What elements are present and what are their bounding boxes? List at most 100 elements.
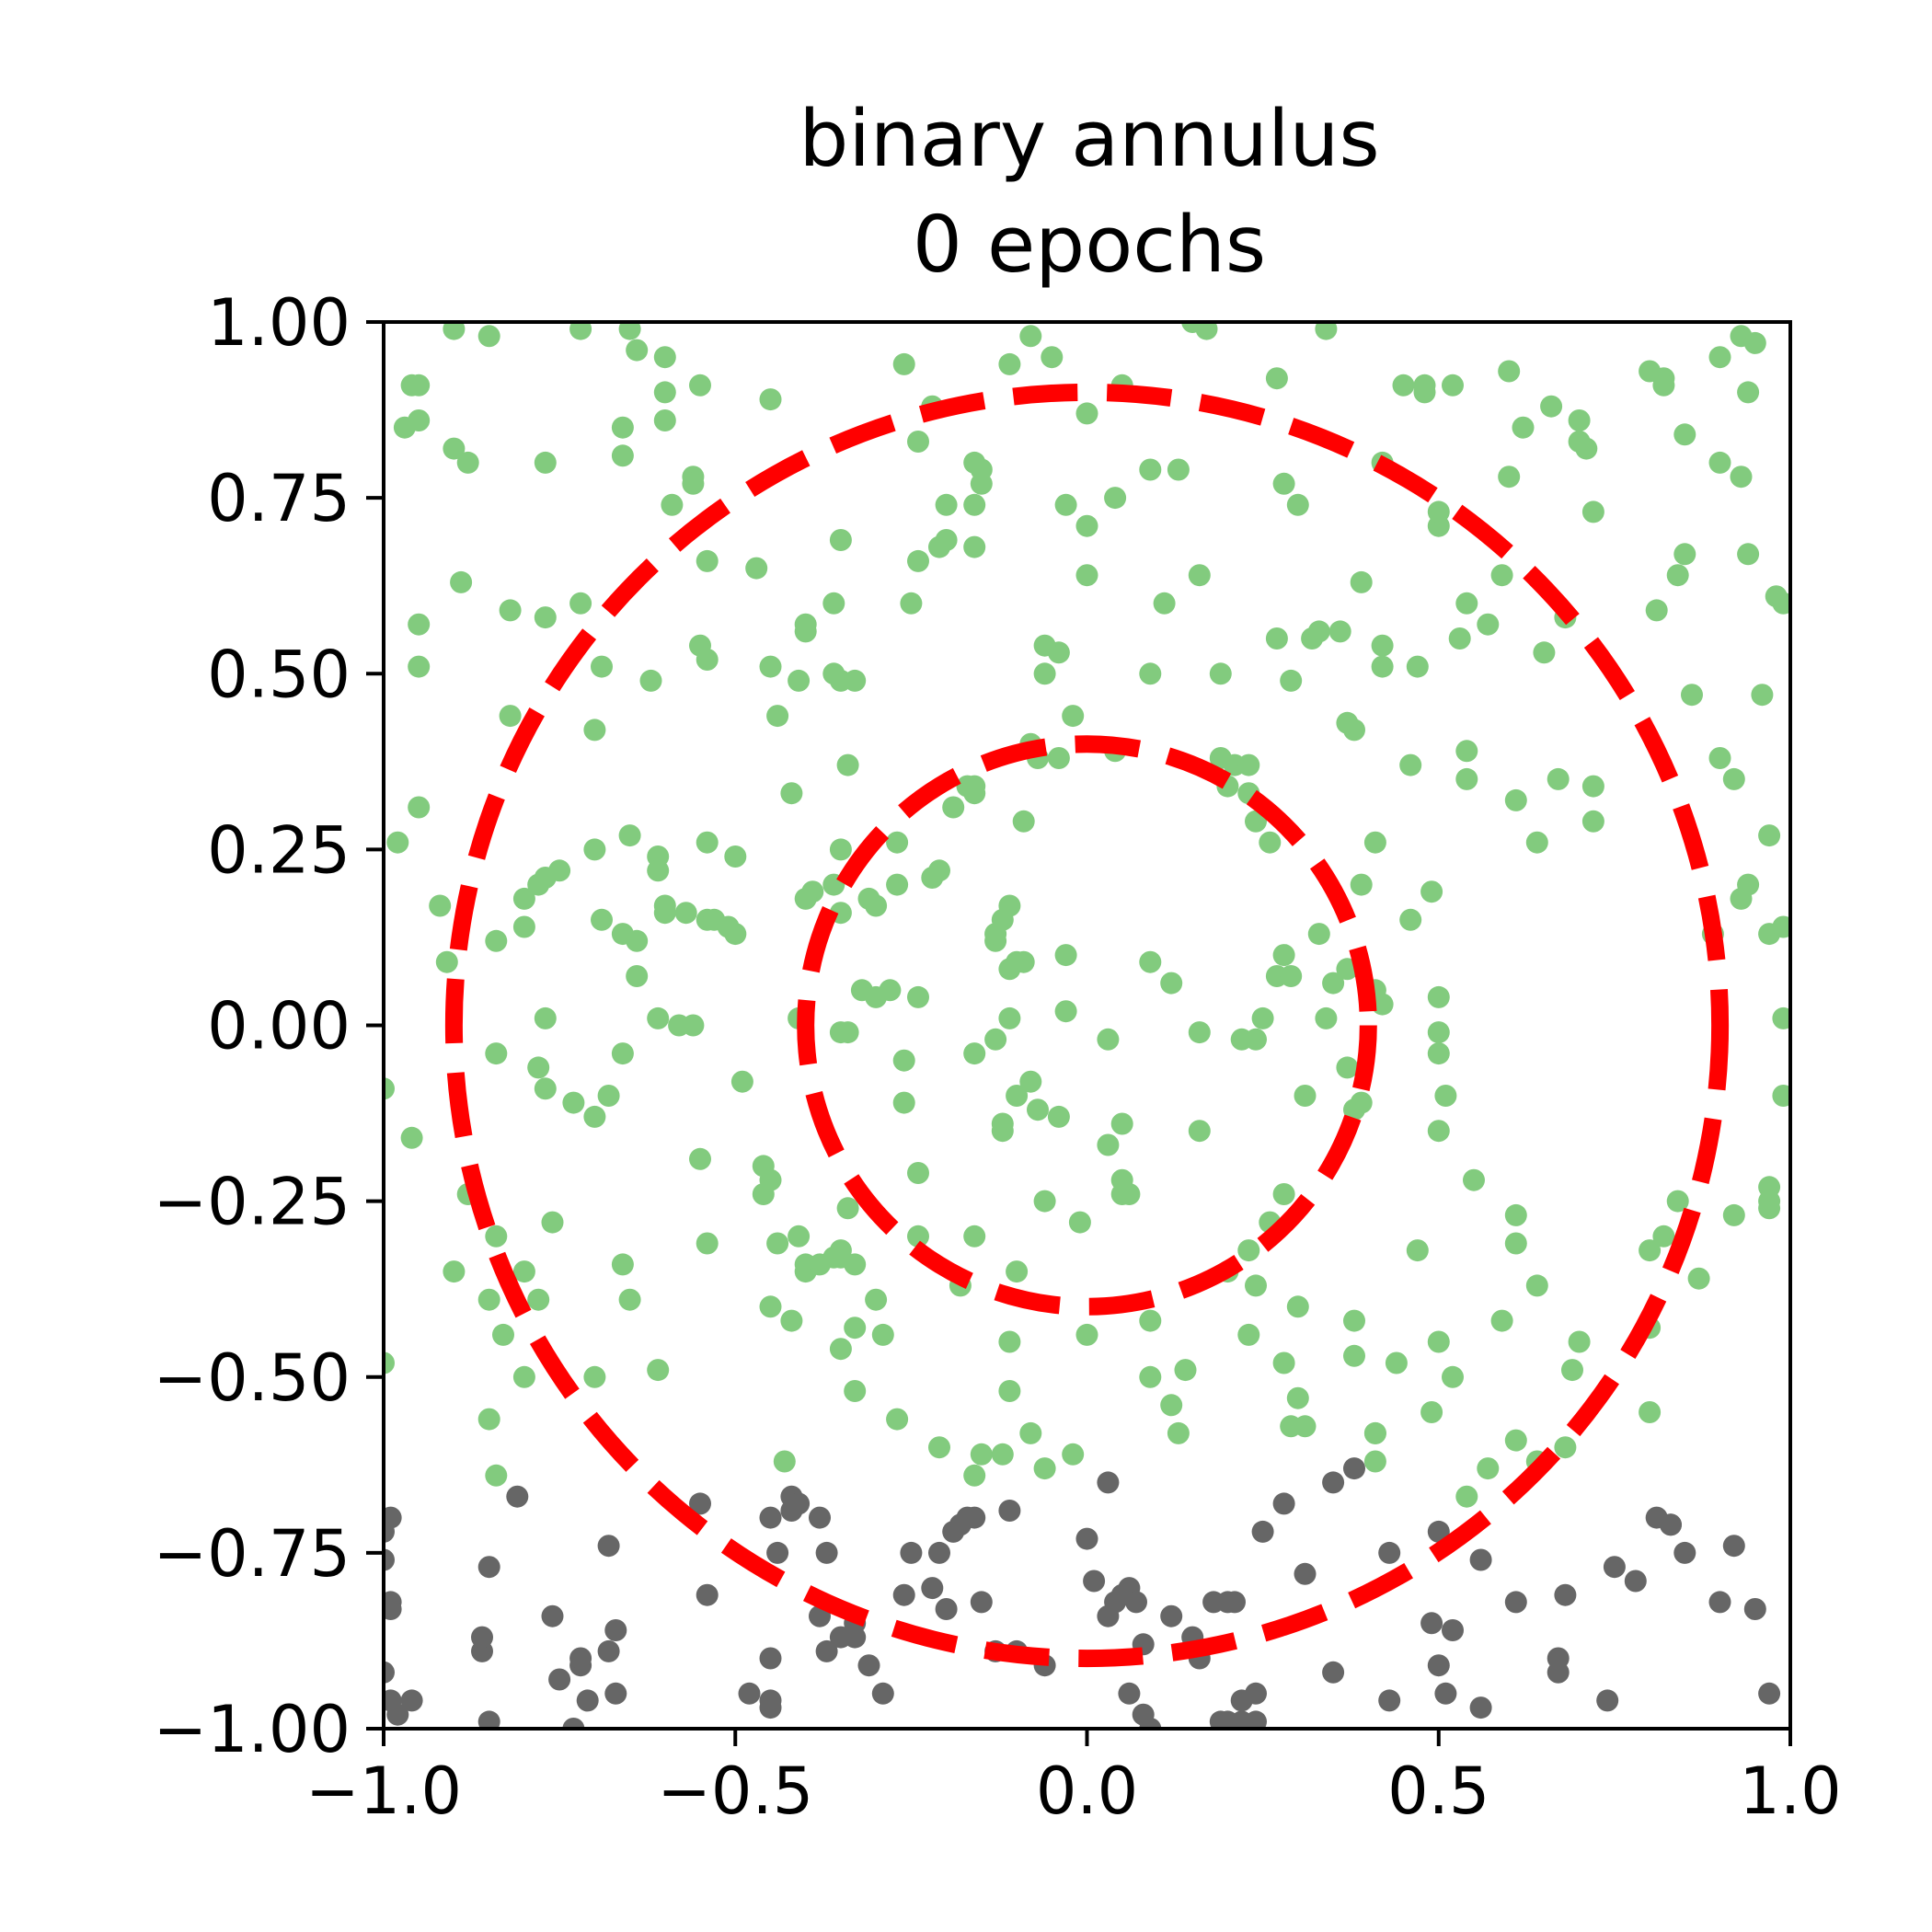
green-point [647, 1006, 670, 1029]
green-point [1265, 627, 1288, 650]
green-point [1512, 416, 1535, 439]
y-tick-label: −1.00 [153, 1692, 351, 1767]
green-point [1427, 1120, 1450, 1143]
green-point [1062, 705, 1085, 728]
green-point [583, 1105, 606, 1128]
green-point [836, 1197, 859, 1220]
green-point [384, 1077, 395, 1100]
green-point [1167, 458, 1190, 481]
green-point [1568, 409, 1591, 431]
green-point [998, 958, 1021, 981]
green-point [1195, 322, 1218, 340]
gray-point [1104, 1591, 1127, 1614]
green-point [1315, 322, 1338, 340]
green-point [780, 1309, 803, 1332]
green-point [724, 923, 747, 946]
gray-point [1245, 1682, 1267, 1705]
green-point [1427, 500, 1450, 523]
green-point [1673, 543, 1696, 566]
green-point [1427, 1330, 1450, 1353]
green-point [1245, 1274, 1267, 1297]
gray-point [759, 1647, 782, 1670]
green-point [1399, 908, 1422, 931]
green-point [773, 1450, 796, 1473]
green-point [1455, 1485, 1478, 1508]
gray-point [384, 1598, 402, 1620]
green-point [1772, 1006, 1790, 1029]
green-point [1722, 767, 1745, 790]
green-point [1455, 767, 1478, 790]
green-point [1442, 374, 1464, 397]
green-point [963, 1042, 986, 1065]
green-point [780, 782, 803, 805]
green-point [534, 451, 557, 474]
green-point [1772, 592, 1790, 615]
green-point [485, 1225, 508, 1248]
gray-point [1118, 1682, 1141, 1705]
green-point [1237, 1323, 1260, 1346]
green-point [998, 894, 1021, 917]
green-point [611, 444, 634, 467]
green-point [1547, 767, 1570, 790]
green-point [492, 1323, 514, 1346]
green-point [1286, 1386, 1309, 1409]
green-point [766, 1232, 789, 1255]
green-point [477, 1408, 500, 1431]
green-point [1343, 1344, 1365, 1367]
gray-point [1378, 1689, 1401, 1712]
y-tick-label: 0.25 [207, 812, 351, 888]
green-point [1259, 831, 1282, 854]
gray-point [1251, 1520, 1274, 1543]
green-point [1245, 810, 1267, 833]
green-point [844, 1253, 867, 1276]
green-point [512, 887, 535, 910]
gray-point [970, 1591, 993, 1614]
green-point [1743, 331, 1766, 354]
green-point [1110, 1183, 1133, 1205]
gray-point [1139, 1718, 1162, 1729]
green-point [1160, 1394, 1183, 1417]
green-point [1490, 1309, 1513, 1332]
green-point [400, 1126, 423, 1149]
green-point [689, 374, 711, 397]
green-point [844, 1317, 867, 1340]
green-point [696, 831, 719, 854]
gray-point [569, 1647, 592, 1670]
green-point [1322, 972, 1345, 995]
green-point [907, 985, 929, 1008]
green-point [597, 1085, 620, 1107]
green-point [1188, 1120, 1211, 1143]
green-point [928, 1436, 950, 1459]
green-point [1504, 788, 1527, 811]
gray-point [815, 1639, 838, 1662]
x-tick-label: −1.0 [305, 1754, 462, 1829]
green-point [1097, 1028, 1120, 1051]
green-point [408, 655, 431, 678]
green-point [1041, 346, 1064, 369]
chart-title: binary annulus [799, 94, 1379, 185]
gray-point [921, 1577, 944, 1600]
green-point [1237, 1239, 1260, 1262]
green-point [1139, 950, 1162, 973]
green-point [1104, 487, 1127, 510]
green-point [1406, 1239, 1429, 1262]
green-point [653, 346, 676, 369]
green-point [1687, 1267, 1710, 1290]
green-point [1758, 1197, 1781, 1220]
green-point [822, 1246, 845, 1269]
gray-point [1097, 1471, 1120, 1494]
green-point [1167, 1421, 1190, 1444]
green-point [1363, 1450, 1386, 1473]
green-point [788, 1225, 811, 1248]
gray-point [1603, 1556, 1626, 1579]
green-point [485, 1042, 508, 1065]
green-point [1019, 1421, 1042, 1444]
green-point [857, 887, 880, 910]
green-point [386, 831, 409, 854]
green-point [569, 592, 592, 615]
green-point [1639, 1239, 1662, 1262]
scatter-points [384, 322, 1790, 1729]
green-point [886, 1408, 909, 1431]
green-point [682, 472, 705, 495]
